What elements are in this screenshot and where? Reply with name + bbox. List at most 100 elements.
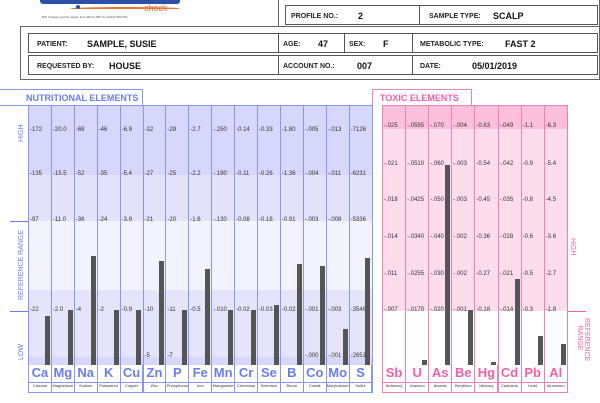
- chart-border: [382, 105, 567, 106]
- element-name: Selenium: [257, 383, 281, 393]
- tick-label: -0.91: [281, 217, 296, 223]
- toxic-title: TOXIC ELEMENTS: [380, 93, 459, 103]
- element-column-b: -1.80 -1.36 -0.91 -0.02: [279, 105, 303, 365]
- element-column-hg: -0.63 -0.54 -0.45 -0.36 -0.27 -0.18: [474, 105, 497, 365]
- requested-label: REQUESTED BY:: [37, 63, 95, 70]
- bar: [365, 258, 371, 365]
- tick-label: -135: [30, 171, 43, 177]
- element-symbol: Cr: [234, 365, 258, 383]
- date-value: 05/01/2019: [472, 61, 518, 71]
- tick-label: -0.9: [522, 161, 533, 167]
- tick-label: -.007: [384, 307, 398, 313]
- element-symbol: Cu: [119, 365, 144, 383]
- element-column-mo: -.013 -.011 -.008 -.003 -.001: [325, 105, 349, 365]
- band: [28, 105, 372, 175]
- tick-label: -0.45: [476, 197, 491, 203]
- element-symbol: K: [96, 365, 121, 383]
- age-value: 47: [318, 39, 329, 49]
- tick-label: -1.1: [522, 123, 533, 129]
- bar: [273, 305, 279, 365]
- tick-label: -.011: [327, 171, 341, 177]
- tick-label: -.035: [499, 197, 514, 203]
- tick-label: -.004: [304, 171, 319, 177]
- element-symbol: Mn: [211, 365, 236, 383]
- element-name: Calcium: [28, 383, 52, 393]
- tick-label: -4.5: [545, 197, 557, 203]
- tick-label: -.0595: [407, 123, 425, 129]
- tick-label: -.130: [213, 217, 227, 223]
- tick-label: -0.03: [259, 307, 273, 313]
- tick-label: -2.7: [545, 271, 557, 277]
- bar: [491, 362, 497, 365]
- bar: [159, 261, 165, 365]
- tick-label: -7126: [350, 127, 366, 133]
- tick-label: -.060: [430, 161, 444, 167]
- element-symbol: Sb: [382, 365, 407, 383]
- chart-border: [371, 105, 373, 393]
- nutritional-title-box: NUTRITIONAL ELEMENTS: [0, 89, 143, 106]
- bar: [319, 266, 325, 365]
- tick-label: -.030: [430, 271, 444, 277]
- tick-label: -46: [98, 127, 108, 133]
- sex-value: F: [383, 39, 389, 49]
- element-name: Antimony: [382, 383, 407, 393]
- profile-value: 2: [358, 11, 364, 21]
- bar: [205, 268, 211, 365]
- element-column-s: -7126 -6231 -5336 -3546 -2651: [348, 105, 372, 365]
- tick-label: -.003: [453, 161, 467, 167]
- tick-label: -1.6: [190, 217, 201, 223]
- element-column-na: -68 -52 -36 -4: [73, 105, 97, 365]
- element-symbol: U: [405, 365, 430, 383]
- tick-label: -.005: [304, 127, 319, 133]
- tick-label: -.020: [430, 307, 444, 313]
- chart-border: [28, 105, 372, 106]
- tick-label: -172: [30, 127, 43, 133]
- tick-label: -4: [75, 307, 82, 313]
- tick-label: -.0255: [407, 271, 425, 277]
- bar: [422, 359, 428, 365]
- address: Bull Cottage Lenham Heath Kent ME17 2BP …: [42, 15, 128, 19]
- element-column-zn: -32 -27 -21 -10 -5: [142, 105, 166, 365]
- element-symbol: Al: [543, 365, 568, 383]
- profile-label: PROFILE NO.:: [291, 13, 339, 20]
- tick-label: -.025: [384, 123, 398, 129]
- element-name: Boron: [279, 383, 304, 393]
- tick-label: -11.0: [52, 217, 67, 223]
- tick-label: -7: [167, 353, 173, 359]
- element-name: Beryllium: [451, 383, 476, 393]
- tick-label: -.070: [430, 123, 444, 129]
- tick-label: -.250: [213, 127, 227, 133]
- chart-border: [566, 105, 568, 393]
- side-label-high: HIGH: [18, 124, 25, 143]
- patient-label: PATIENT:: [37, 41, 68, 48]
- tick-label: -.050: [430, 197, 444, 203]
- tick-label: -.014: [499, 307, 514, 313]
- tick-label: -5.4: [121, 171, 132, 177]
- element-name: Phosphorus: [165, 383, 190, 393]
- element-column-pb: -1.1 -0.9 -0.8 -0.6 -0.5 -0.3: [520, 105, 544, 365]
- age-label: AGE:: [283, 41, 301, 48]
- tick-label: -0.02: [281, 307, 296, 313]
- bar: [296, 263, 302, 365]
- element-symbol: Co: [302, 365, 327, 383]
- element-column-cr: -0.14 -0.11 -0.08 -0.02: [234, 105, 257, 365]
- tick-label: -.002: [453, 271, 467, 277]
- tick-label: -3546: [350, 307, 366, 313]
- tick-label: -20: [167, 217, 177, 223]
- tick-label: -.190: [213, 171, 227, 177]
- tick-label: -0.6: [522, 234, 533, 240]
- element-symbol: Mo: [325, 365, 350, 383]
- tick-label: -0.18: [476, 307, 491, 313]
- bar: [560, 344, 566, 365]
- element-name: Cobalt: [302, 383, 327, 393]
- tick-label: -.003: [327, 307, 342, 313]
- band: [28, 290, 372, 357]
- element-symbol: S: [348, 365, 373, 383]
- tick-label: -5336: [350, 217, 366, 223]
- element-symbol: Cd: [497, 365, 522, 383]
- tick-label: -.0510: [407, 161, 425, 167]
- tick-label: -.011: [384, 271, 398, 277]
- patient-row: PATIENT: SAMPLE, SUSIE AGE: 47 SEX: F ME…: [28, 33, 598, 53]
- tick-label: -0.14: [236, 127, 250, 133]
- element-symbol: Be: [451, 365, 476, 383]
